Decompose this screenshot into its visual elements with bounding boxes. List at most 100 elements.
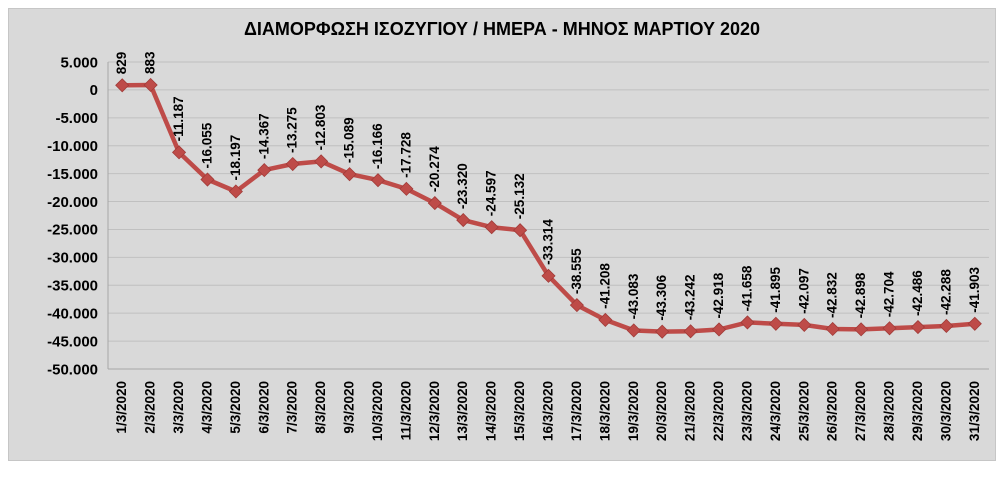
- x-axis-tick-label: 7/3/2020: [285, 381, 300, 434]
- data-point-marker: [427, 196, 442, 211]
- x-axis-tick-label: 2/3/2020: [143, 381, 158, 434]
- data-point-marker: [342, 167, 357, 182]
- data-point-marker: [513, 223, 528, 238]
- x-axis-tick-label: 9/3/2020: [342, 381, 357, 434]
- data-point-label: -42.486: [910, 270, 925, 316]
- y-axis-tick-label: -35.000: [47, 278, 98, 295]
- data-point-marker: [882, 321, 897, 336]
- data-point-marker: [456, 213, 471, 228]
- data-point-label: -15.089: [342, 117, 357, 163]
- x-axis-tick-label: 28/3/2020: [882, 381, 897, 441]
- y-axis-tick-label: 0: [90, 82, 98, 99]
- x-axis-tick-label: 15/3/2020: [512, 381, 527, 441]
- x-axis-tick-label: 20/3/2020: [654, 381, 669, 441]
- x-axis-tick-label: 6/3/2020: [256, 381, 271, 434]
- x-axis-tick-label: 19/3/2020: [626, 381, 641, 441]
- data-point-marker: [399, 181, 414, 196]
- data-point-label: -13.275: [285, 107, 300, 153]
- x-axis-tick-label: 17/3/2020: [569, 381, 584, 441]
- data-point-label: -16.166: [370, 123, 385, 169]
- data-point-marker: [626, 323, 641, 338]
- x-axis-tick-label: 16/3/2020: [541, 381, 556, 441]
- data-point-marker: [314, 154, 329, 169]
- x-axis-tick-label: 10/3/2020: [370, 381, 385, 441]
- data-point-label: -42.288: [938, 269, 953, 315]
- data-point-marker: [541, 268, 556, 283]
- y-axis-tick-label: -25.000: [47, 222, 98, 239]
- data-point-marker: [115, 78, 130, 93]
- data-point-label: -16.055: [199, 122, 214, 168]
- data-point-marker: [598, 312, 613, 327]
- y-axis-tick-label: -50.000: [47, 361, 98, 378]
- balance-line-chart: 5.000 0 -5.000 -10.000 -15.000 -20.000 -25.000…: [47, 51, 989, 441]
- x-axis-tick-label: 13/3/2020: [455, 381, 470, 441]
- data-point-label: -42.704: [882, 271, 897, 317]
- data-point-label: -43.242: [683, 274, 698, 320]
- x-axis-tick-label: 12/3/2020: [427, 381, 442, 441]
- y-axis-tick-label: -10.000: [47, 138, 98, 155]
- data-point-label: -25.132: [512, 173, 527, 219]
- x-axis-tick-label: 26/3/2020: [825, 381, 840, 441]
- data-point-label: -42.832: [825, 272, 840, 318]
- data-point-label: -38.555: [569, 248, 584, 294]
- data-point-label: -18.197: [228, 135, 243, 181]
- y-axis-tick-label: -40.000: [47, 305, 98, 322]
- data-point-marker: [740, 315, 755, 330]
- data-point-label: 829: [114, 52, 129, 75]
- y-axis-tick-label: 5.000: [60, 54, 98, 71]
- data-point-label: -41.208: [597, 263, 612, 309]
- data-point-marker: [797, 317, 812, 332]
- data-point-marker: [939, 318, 954, 334]
- data-point-marker: [655, 324, 670, 339]
- x-axis-tick-label: 11/3/2020: [398, 381, 413, 440]
- x-axis-tick-label: 4/3/2020: [199, 381, 214, 434]
- data-point-marker: [768, 316, 783, 331]
- chart-panel: 5.000 0 -5.000 -10.000 -15.000 -20.000 -25.000…: [8, 8, 996, 461]
- y-axis-tick-label: -15.000: [47, 166, 98, 183]
- data-point-label: -42.918: [711, 272, 726, 318]
- data-point-label: -20.274: [427, 146, 442, 192]
- x-axis-tick-label: 14/3/2020: [484, 381, 499, 441]
- data-point-marker: [825, 321, 840, 337]
- chart-title: ΔΙΑΜΟΡΦΩΣΗ ΙΣΟΖΥΓΙΟΥ / ΗΜΕΡΑ - ΜΗΝΟΣ ΜΑΡ…: [243, 19, 761, 39]
- data-point-marker: [200, 172, 215, 187]
- data-point-label: -23.320: [455, 163, 470, 209]
- data-point-marker: [967, 316, 982, 331]
- data-point-label: 883: [143, 51, 158, 74]
- data-point-label: -43.083: [626, 273, 641, 319]
- x-axis-tick-label: 30/3/2020: [938, 381, 953, 441]
- data-point-label: -41.903: [967, 267, 982, 313]
- data-point-label: -42.097: [796, 268, 811, 314]
- data-point-marker: [484, 220, 499, 235]
- data-point-marker: [285, 156, 300, 172]
- data-point-marker: [683, 324, 698, 339]
- data-point-marker: [854, 322, 869, 337]
- x-axis-tick-label: 8/3/2020: [313, 381, 328, 434]
- x-axis-tick-label: 18/3/2020: [597, 381, 612, 441]
- data-point-marker: [370, 173, 386, 188]
- x-axis-tick-label: 3/3/2020: [171, 381, 186, 434]
- data-point-label: -11.187: [171, 96, 186, 141]
- x-axis-tick-label: 21/3/2020: [683, 381, 698, 441]
- data-point-label: -24.597: [484, 170, 499, 216]
- data-point-marker: [228, 184, 243, 199]
- data-point-label: -17.728: [398, 132, 413, 178]
- data-point-marker: [711, 322, 727, 337]
- x-axis-tick-label: 23/3/2020: [739, 381, 754, 441]
- y-axis-tick-label: -5.000: [55, 110, 98, 127]
- data-point-label: -41.895: [768, 266, 783, 312]
- x-axis-tick-label: 22/3/2020: [711, 381, 726, 441]
- data-point-label: -14.367: [256, 113, 271, 159]
- x-axis-tick-label: 24/3/2020: [768, 381, 783, 441]
- y-axis-tick-label: -45.000: [47, 333, 98, 350]
- y-axis-tick-label: -20.000: [47, 194, 98, 211]
- data-point-marker: [569, 298, 584, 313]
- x-axis-tick-label: 25/3/2020: [796, 381, 811, 441]
- data-point-label: -42.898: [853, 272, 868, 318]
- x-axis-tick-label: 1/3/2020: [114, 381, 129, 434]
- data-point-marker: [910, 319, 926, 335]
- data-point-marker: [257, 163, 272, 178]
- series-line: [119, 82, 978, 334]
- x-axis-tick-label: 5/3/2020: [228, 381, 243, 434]
- data-point-label: -43.306: [654, 274, 669, 320]
